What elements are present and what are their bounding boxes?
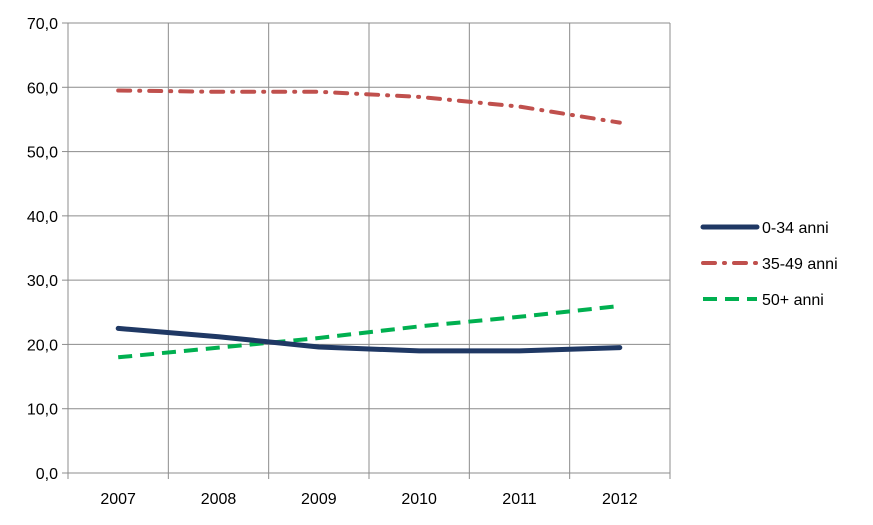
y-tick-label: 20,0 — [27, 337, 58, 354]
x-tick-label: 2010 — [401, 491, 437, 508]
x-tick-label: 2007 — [100, 491, 136, 508]
grid-lines — [68, 22, 671, 473]
legend-label: 0-34 anni — [762, 220, 829, 237]
tick-labels: 0,0 10,0 20,0 30,0 40,0 50,0 60,0 70,0 2007 2008 2… — [27, 16, 638, 508]
y-tick-label: 0,0 — [36, 466, 58, 483]
x-tick-label: 2008 — [201, 491, 237, 508]
y-tick-label: 60,0 — [27, 80, 58, 97]
series-lines — [115, 88, 623, 360]
axes — [62, 22, 671, 479]
x-tick-label: 2009 — [301, 491, 337, 508]
legend: 0-34 anni 35-49 anni 50+ anni — [700, 220, 838, 309]
x-tick-label: 2012 — [602, 491, 638, 508]
series-line-0-34-anni — [115, 325, 623, 354]
y-tick-label: 30,0 — [27, 273, 58, 290]
legend-label: 50+ anni — [762, 292, 824, 309]
y-tick-label: 70,0 — [27, 16, 58, 33]
y-tick-label: 40,0 — [27, 209, 58, 226]
x-tick-label: 2011 — [502, 491, 537, 508]
series-line-35-49-anni — [116, 88, 622, 125]
legend-label: 35-49 anni — [762, 256, 838, 273]
series-line-50-anni — [118, 303, 621, 360]
y-tick-label: 10,0 — [27, 402, 58, 419]
y-tick-label: 50,0 — [27, 145, 58, 162]
